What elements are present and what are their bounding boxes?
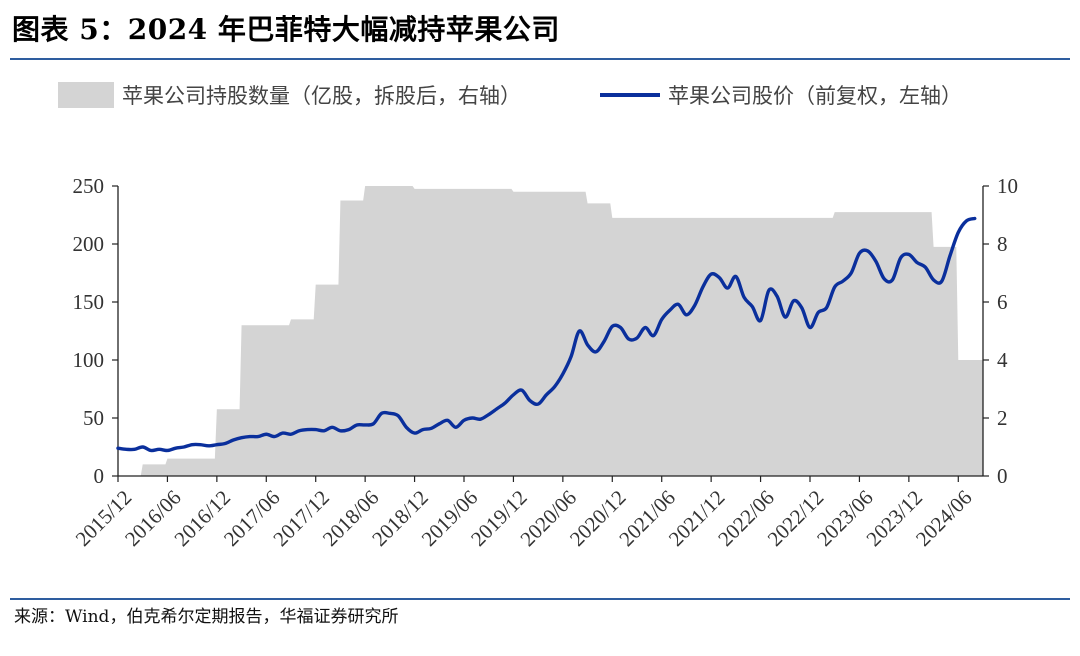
legend: 苹果公司持股数量（亿股，拆股后，右轴） 苹果公司股价（前复权，左轴）	[58, 82, 962, 108]
title-rule	[10, 58, 1070, 60]
legend-label-price: 苹果公司股价（前复权，左轴）	[668, 84, 962, 108]
left-tick-label: 50	[83, 406, 104, 430]
chart: 05010015020025002468102015/122016/062016…	[58, 82, 1018, 551]
price-line-layer	[116, 216, 977, 453]
legend-label-holdings: 苹果公司持股数量（亿股，拆股后，右轴）	[122, 84, 521, 108]
holdings-area	[118, 186, 983, 476]
right-tick-label: 8	[997, 232, 1008, 256]
x-tick-label: 2024/06	[911, 485, 977, 551]
source-note: 来源：Wind，伯克希尔定期报告，华福证券研究所	[14, 607, 399, 627]
right-tick-label: 10	[997, 174, 1018, 198]
legend-swatch-holdings	[58, 82, 114, 108]
source-rule	[10, 598, 1070, 600]
left-tick-label: 200	[73, 232, 105, 256]
right-tick-label: 0	[997, 464, 1008, 488]
holdings-area-layer	[118, 186, 983, 476]
figure-title: 图表 5：2024 年巴菲特大幅减持苹果公司	[12, 13, 560, 46]
price-line	[116, 216, 977, 453]
right-tick-label: 2	[997, 406, 1008, 430]
left-tick-label: 0	[94, 464, 105, 488]
left-tick-label: 100	[73, 348, 105, 372]
right-tick-label: 4	[997, 348, 1008, 372]
left-tick-label: 250	[73, 174, 105, 198]
right-tick-label: 6	[997, 290, 1008, 314]
left-tick-label: 150	[73, 290, 105, 314]
